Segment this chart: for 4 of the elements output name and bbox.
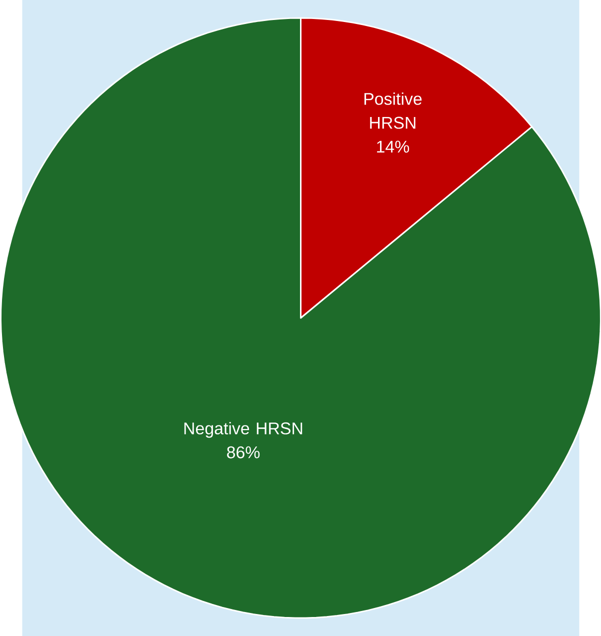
slice-label: Positive HRSN [364,92,422,129]
data-label: 86% [226,446,260,458]
slice-label: Negative HRSN [184,422,302,438]
data-label: 14% [376,140,409,153]
